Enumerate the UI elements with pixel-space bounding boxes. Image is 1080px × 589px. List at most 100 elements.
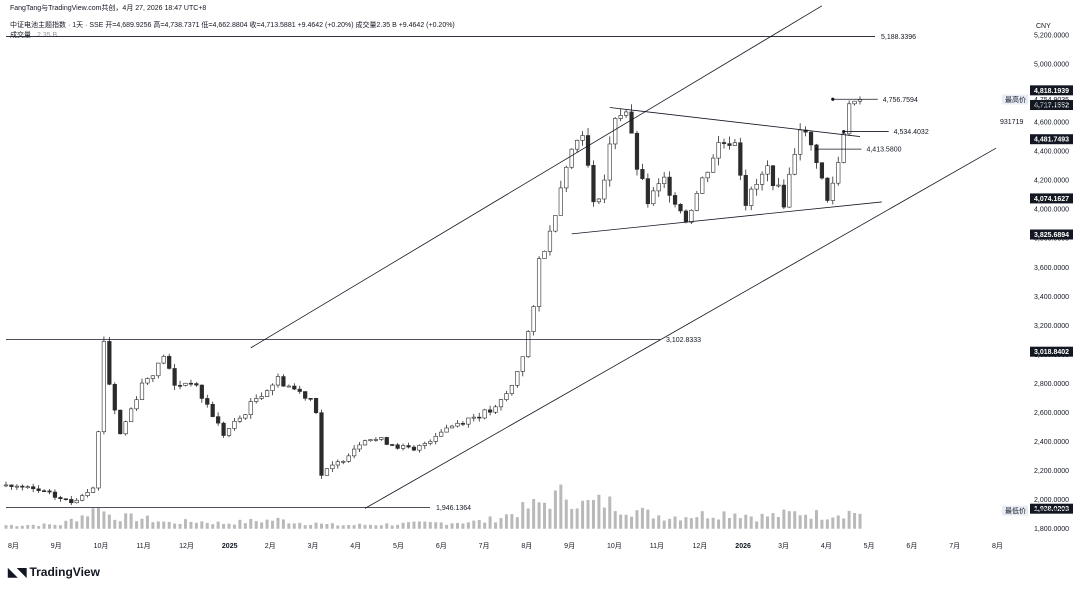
candle-body — [254, 398, 259, 402]
candle-body — [798, 129, 803, 155]
candle-body — [504, 393, 509, 400]
volume-bar — [445, 524, 449, 529]
volume-bar — [515, 517, 519, 529]
candle-body — [74, 499, 79, 504]
candle-body — [580, 135, 585, 141]
candle-body — [526, 331, 531, 358]
candle-body — [651, 190, 656, 205]
volume-bar — [657, 515, 661, 529]
candle-body — [297, 388, 302, 392]
volume-bar — [494, 522, 498, 529]
volume-bar — [651, 518, 655, 529]
candle-body — [264, 390, 270, 397]
candle-body — [836, 162, 841, 184]
volume-bar — [42, 523, 46, 529]
price-tag-box — [1030, 134, 1073, 145]
volume-bar — [401, 522, 405, 529]
volume-bar — [695, 517, 699, 529]
volume-bar — [178, 523, 182, 529]
candle-body — [558, 187, 563, 216]
volume-bar — [630, 516, 634, 529]
volume-bar — [249, 518, 253, 529]
candle-body — [373, 439, 378, 441]
volume-bar — [319, 523, 323, 529]
volume-bar — [287, 523, 291, 529]
volume-bar — [58, 525, 62, 529]
candle-body — [678, 203, 683, 212]
time-axis: 8月 9月 10月 11月 12月 2025 2月 3月 4月 5月 6月 7月 8月 9月 10月 11月 1… — [8, 542, 1003, 550]
price-tag-label: 4,818.1939 — [1034, 88, 1069, 95]
candle-body — [379, 437, 384, 440]
volume-bar — [836, 515, 840, 529]
volume-bar — [814, 510, 818, 529]
price-tag-label: 3,018.8402 — [1034, 349, 1069, 356]
time-tick-label: 11月 — [650, 542, 664, 550]
volume-bar — [385, 523, 389, 529]
volume-bar — [358, 523, 362, 529]
tradingview-logo[interactable]: ◣◥ TradingView — [8, 565, 100, 579]
time-tick-label: 6月 — [906, 542, 917, 550]
volume-bar — [591, 499, 595, 529]
volume-bar — [831, 517, 835, 529]
price-tag-label: 1,938.0203 — [1034, 506, 1069, 513]
price-tick-label: 4,400.0000 — [1034, 149, 1069, 156]
candle-body — [683, 210, 689, 223]
price-tag-box — [1002, 505, 1028, 516]
candle-body — [243, 414, 248, 419]
volume-bar — [292, 523, 296, 529]
volume-bar — [135, 521, 139, 529]
candle-body — [96, 431, 101, 489]
candle-body — [31, 486, 36, 490]
volume-legend[interactable]: 成交量 2.35 B — [10, 30, 57, 40]
volume-bar — [325, 523, 329, 529]
candle-body — [281, 376, 286, 387]
time-tick-label: 5月 — [393, 542, 404, 550]
candle-body — [596, 198, 602, 203]
volume-bar — [91, 508, 95, 529]
candle-body — [417, 445, 422, 451]
time-tick-label: 9月 — [51, 542, 62, 550]
candle-body — [509, 385, 514, 394]
candle-body — [20, 485, 25, 488]
volume-bar — [755, 521, 759, 529]
candle-body — [749, 188, 754, 206]
candle-body — [781, 184, 786, 208]
candle-body — [25, 486, 30, 489]
candle-body — [384, 437, 389, 445]
candle-body — [460, 423, 466, 425]
volume-bar — [118, 521, 122, 529]
price-tick-label: 2,000.0000 — [1034, 497, 1069, 504]
volume-bar — [374, 525, 378, 529]
candle-body — [47, 490, 52, 493]
candle-body — [721, 142, 727, 144]
price-tag-label: 4,713.5881 — [1034, 103, 1069, 110]
volume-bar — [689, 518, 693, 529]
price-tick-label: 2,400.0000 — [1034, 439, 1069, 446]
price-tag-label: 3,825.6894 — [1034, 232, 1069, 239]
candle-body — [292, 385, 297, 390]
volume-bar — [733, 513, 737, 529]
candle-body — [270, 384, 275, 391]
candle-body — [765, 165, 770, 175]
candle-body — [303, 391, 308, 399]
volume-bar — [809, 518, 813, 529]
time-tick-label: 11月 — [136, 542, 150, 550]
candle-body — [352, 448, 357, 457]
candle-body — [199, 384, 204, 399]
volume-bar — [782, 509, 786, 529]
volume-bar — [151, 522, 155, 529]
annotation-dot — [831, 97, 835, 101]
volume-bar — [216, 521, 220, 529]
symbol-info-line[interactable]: 中证电池主题指数 · 1天 · SSE 开=4,689.9256 高=4,738… — [10, 22, 455, 29]
candle-body — [390, 444, 395, 446]
volume-bar — [194, 522, 198, 529]
time-tick-label: 12月 — [693, 542, 708, 550]
volume-bar — [570, 508, 574, 529]
volume-bar — [309, 524, 313, 529]
horizontal-levels: 5,188.3396 3,102.8333 1,946.1364 — [6, 34, 916, 512]
candle-body — [613, 118, 618, 145]
volume-bar — [559, 484, 563, 529]
volume-bar — [298, 522, 302, 529]
candle-body — [591, 165, 596, 203]
